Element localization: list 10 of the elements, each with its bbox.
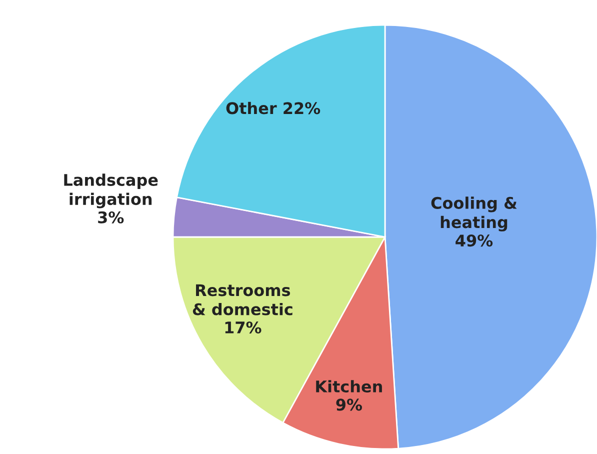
data-label: 49% (456, 234, 493, 247)
data-label: 3% (98, 211, 124, 224)
slice-label: Kitchen (316, 380, 382, 393)
slice-label: Landscape irrigation (64, 174, 158, 208)
slice-label: Restrooms & domestic (192, 284, 292, 316)
slice-label: Other (226, 102, 277, 114)
slice-label: Cooling & heating (431, 196, 517, 232)
data-label: 9% (336, 398, 362, 411)
data-label: 22% (284, 102, 320, 114)
data-label: 17% (225, 321, 262, 334)
